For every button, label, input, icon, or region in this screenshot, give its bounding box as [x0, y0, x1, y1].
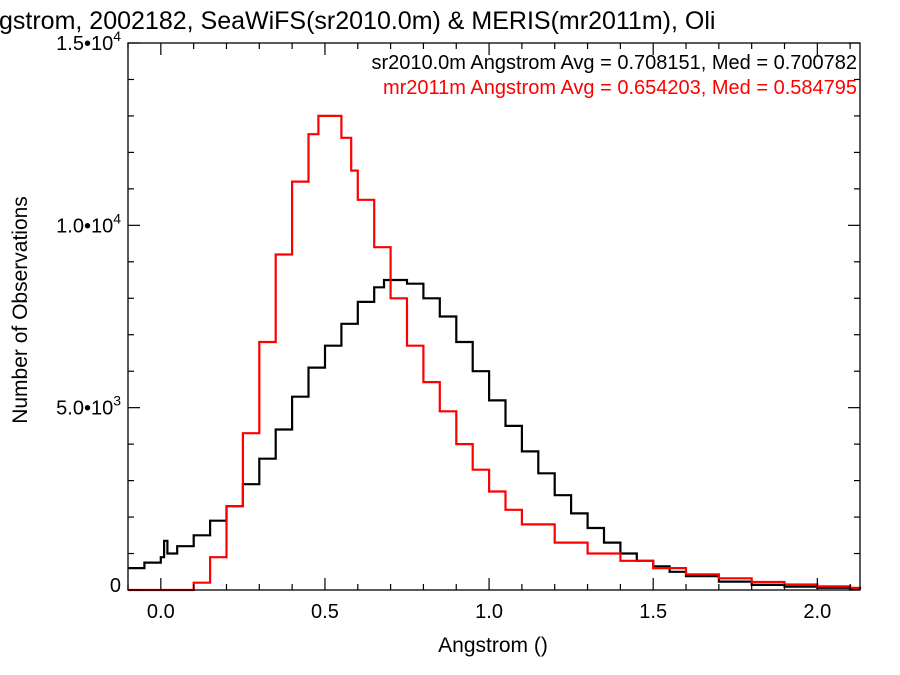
y-tick-label: 0 [110, 575, 121, 597]
chart-title: gstrom, 2002182, SeaWiFS(sr2010.0m) & ME… [0, 7, 715, 35]
legend: sr2010.0m Angstrom Avg = 0.708151, Med =… [371, 52, 857, 99]
y-tick-label: 5.0•103 [56, 393, 121, 420]
series-line-2 [128, 114, 862, 592]
series-line-1 [128, 278, 862, 590]
x-tick-label: 2.0 [803, 601, 831, 623]
x-axis: 0.0 0.5 1.0 1.5 2.0 [127, 43, 851, 623]
plot-frame [127, 42, 861, 591]
x-tick-label: 1.0 [475, 601, 503, 623]
y-axis-label: Number of Observations [9, 196, 32, 424]
legend-entry-1: sr2010.0m Angstrom Avg = 0.708151, Med =… [371, 52, 857, 74]
x-tick-label: 1.5 [639, 601, 667, 623]
x-tick-label: 0.5 [311, 601, 339, 623]
y-tick-label: 1.0•104 [56, 210, 121, 237]
x-tick-label: 0.0 [147, 601, 175, 623]
y-tick-label: 1.5•104 [56, 28, 121, 55]
legend-entry-2: mr2011m Angstrom Avg = 0.654203, Med = 0… [383, 77, 857, 99]
plot-area [127, 42, 862, 592]
x-axis-label: Angstrom () [438, 634, 548, 657]
y-axis: 0 5.0•103 1.0•104 1.5•104 [56, 28, 860, 597]
